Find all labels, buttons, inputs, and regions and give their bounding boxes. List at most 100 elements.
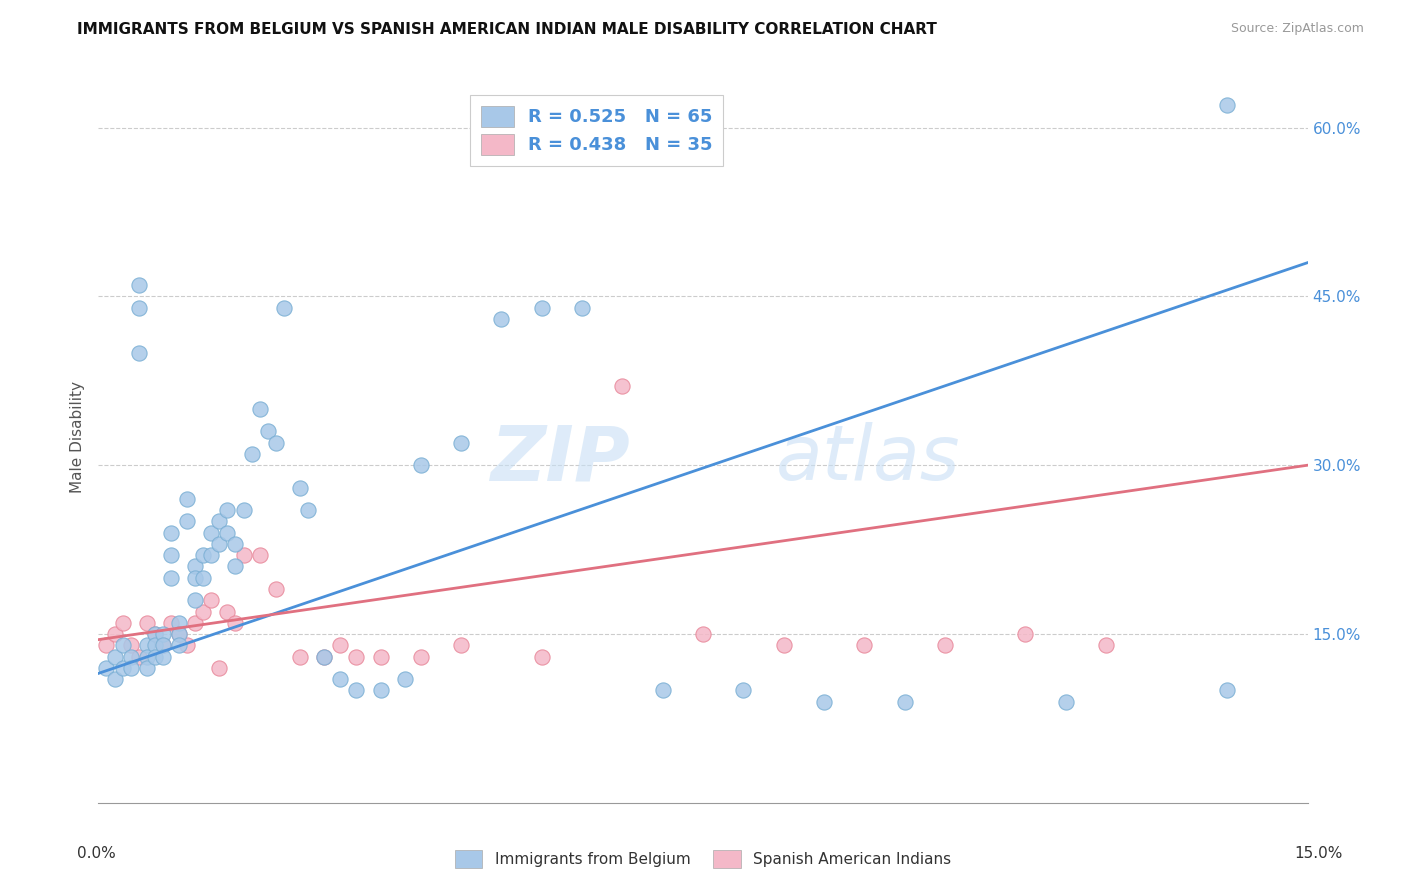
Point [135, 649, 157, 664]
Point [143, 627, 166, 641]
Point [120, 661, 142, 675]
Text: ZIP: ZIP [491, 422, 630, 496]
Point [143, 649, 166, 664]
Point [103, 627, 125, 641]
Text: 0.0%: 0.0% [77, 846, 117, 861]
Point [224, 537, 246, 551]
Point [297, 503, 319, 517]
Point [893, 694, 915, 708]
Point [135, 615, 157, 630]
Point [571, 301, 593, 315]
Point [208, 537, 231, 551]
Point [167, 638, 190, 652]
Point [273, 301, 295, 315]
Point [249, 548, 271, 562]
Point [184, 615, 207, 630]
Point [1095, 638, 1118, 652]
Point [176, 491, 198, 506]
Point [491, 312, 513, 326]
Point [450, 435, 472, 450]
Point [733, 683, 755, 698]
Point [314, 649, 336, 664]
Point [135, 638, 157, 652]
Point [152, 638, 174, 652]
Point [232, 548, 254, 562]
Point [1014, 627, 1036, 641]
Point [120, 638, 142, 652]
Point [217, 503, 239, 517]
Y-axis label: Male Disability: Male Disability [70, 381, 86, 493]
Point [111, 661, 134, 675]
Point [200, 525, 222, 540]
Point [176, 638, 198, 652]
Point [370, 683, 392, 698]
Point [612, 379, 634, 393]
Text: 15.0%: 15.0% [1295, 846, 1343, 861]
Point [264, 435, 287, 450]
Point [530, 301, 553, 315]
Point [152, 627, 174, 641]
Point [193, 605, 215, 619]
Point [160, 525, 183, 540]
Point [167, 627, 190, 641]
Point [160, 571, 183, 585]
Point [240, 447, 263, 461]
Point [1054, 694, 1077, 708]
Point [184, 559, 207, 574]
Point [208, 515, 231, 529]
Point [128, 345, 150, 359]
Point [184, 593, 207, 607]
Point [128, 649, 150, 664]
Point [160, 548, 183, 562]
Point [96, 638, 118, 652]
Point [288, 649, 311, 664]
Point [217, 605, 239, 619]
Point [329, 672, 352, 686]
Point [111, 638, 134, 652]
Point [853, 638, 876, 652]
Point [813, 694, 835, 708]
Point [200, 593, 222, 607]
Point [103, 672, 125, 686]
Text: atlas: atlas [776, 422, 960, 496]
Point [200, 548, 222, 562]
Point [256, 425, 278, 439]
Point [176, 515, 198, 529]
Point [772, 638, 794, 652]
Point [692, 627, 714, 641]
Point [1216, 683, 1239, 698]
Text: IMMIGRANTS FROM BELGIUM VS SPANISH AMERICAN INDIAN MALE DISABILITY CORRELATION C: IMMIGRANTS FROM BELGIUM VS SPANISH AMERI… [77, 22, 938, 37]
Point [344, 649, 367, 664]
Point [96, 661, 118, 675]
Point [128, 278, 150, 293]
Point [934, 638, 956, 652]
Point [111, 615, 134, 630]
Point [152, 649, 174, 664]
Point [120, 649, 142, 664]
Point [135, 661, 157, 675]
Point [167, 615, 190, 630]
Point [217, 525, 239, 540]
Point [394, 672, 416, 686]
Point [208, 661, 231, 675]
Point [249, 401, 271, 416]
Point [160, 615, 183, 630]
Point [193, 548, 215, 562]
Point [103, 649, 125, 664]
Point [288, 481, 311, 495]
Text: Source: ZipAtlas.com: Source: ZipAtlas.com [1230, 22, 1364, 36]
Point [370, 649, 392, 664]
Point [344, 683, 367, 698]
Point [409, 458, 432, 473]
Point [329, 638, 352, 652]
Point [143, 638, 166, 652]
Point [264, 582, 287, 596]
Point [128, 301, 150, 315]
Point [224, 559, 246, 574]
Legend: Immigrants from Belgium, Spanish American Indians: Immigrants from Belgium, Spanish America… [447, 843, 959, 876]
Point [651, 683, 673, 698]
Point [143, 627, 166, 641]
Point [184, 571, 207, 585]
Point [167, 627, 190, 641]
Point [193, 571, 215, 585]
